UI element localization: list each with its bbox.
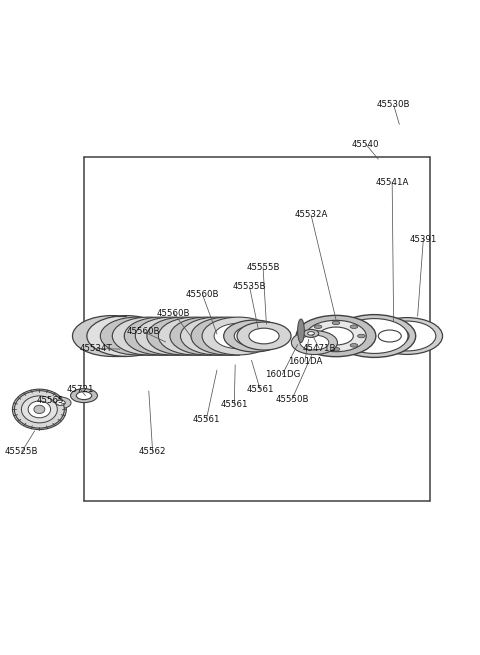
Text: 45560B: 45560B <box>126 327 160 336</box>
Ellipse shape <box>300 335 329 350</box>
Ellipse shape <box>350 325 358 329</box>
Ellipse shape <box>34 405 45 413</box>
Text: 45721: 45721 <box>67 385 95 394</box>
Ellipse shape <box>358 334 365 338</box>
Ellipse shape <box>192 324 241 348</box>
Text: 45530B: 45530B <box>377 100 410 109</box>
Ellipse shape <box>214 324 263 348</box>
Ellipse shape <box>378 330 401 342</box>
Text: 45550B: 45550B <box>275 395 309 404</box>
Ellipse shape <box>158 317 231 355</box>
Text: 45560B: 45560B <box>186 290 219 299</box>
Ellipse shape <box>180 317 253 355</box>
Text: 45562: 45562 <box>139 447 167 457</box>
Text: 45540: 45540 <box>352 140 380 149</box>
Ellipse shape <box>14 390 64 428</box>
Ellipse shape <box>147 324 196 348</box>
Ellipse shape <box>234 326 275 346</box>
Ellipse shape <box>124 317 197 355</box>
Ellipse shape <box>332 347 340 351</box>
Text: 45565: 45565 <box>36 396 64 405</box>
Text: 45471B: 45471B <box>302 344 336 353</box>
Ellipse shape <box>124 324 173 348</box>
Ellipse shape <box>71 388 97 403</box>
Ellipse shape <box>224 320 285 352</box>
Ellipse shape <box>135 317 208 355</box>
Ellipse shape <box>306 320 366 352</box>
Ellipse shape <box>372 318 443 354</box>
Text: 45535B: 45535B <box>233 282 266 291</box>
Ellipse shape <box>307 334 314 338</box>
Ellipse shape <box>159 324 208 348</box>
Ellipse shape <box>378 321 436 351</box>
Ellipse shape <box>319 327 353 345</box>
Ellipse shape <box>170 324 219 348</box>
Ellipse shape <box>112 317 185 355</box>
Text: 45561: 45561 <box>246 385 274 394</box>
Ellipse shape <box>100 317 173 355</box>
Ellipse shape <box>72 316 151 356</box>
Text: 45561: 45561 <box>220 400 248 409</box>
Text: 45541A: 45541A <box>375 178 409 187</box>
Ellipse shape <box>76 392 92 400</box>
Ellipse shape <box>182 324 231 348</box>
Ellipse shape <box>249 328 279 344</box>
Text: 45391: 45391 <box>409 234 437 244</box>
Ellipse shape <box>112 324 161 348</box>
Ellipse shape <box>237 322 291 350</box>
Ellipse shape <box>296 315 376 357</box>
Ellipse shape <box>87 316 166 356</box>
Text: 45525B: 45525B <box>5 447 38 457</box>
Ellipse shape <box>350 343 358 347</box>
Text: 45555B: 45555B <box>246 263 280 272</box>
Text: 45561: 45561 <box>192 415 220 424</box>
Ellipse shape <box>314 325 322 329</box>
Ellipse shape <box>50 397 71 409</box>
Ellipse shape <box>303 329 319 337</box>
Ellipse shape <box>191 317 264 355</box>
Text: 45534T: 45534T <box>80 344 112 353</box>
Text: 1601DG: 1601DG <box>264 370 300 379</box>
Ellipse shape <box>333 314 416 358</box>
Ellipse shape <box>22 396 57 423</box>
Ellipse shape <box>147 317 220 355</box>
Ellipse shape <box>12 389 66 430</box>
Ellipse shape <box>291 331 337 354</box>
Text: 45532A: 45532A <box>294 210 328 219</box>
Text: 45560B: 45560B <box>157 309 191 318</box>
Ellipse shape <box>136 324 185 348</box>
Text: 1601DA: 1601DA <box>288 357 322 366</box>
Ellipse shape <box>202 317 275 355</box>
Ellipse shape <box>314 343 322 347</box>
Ellipse shape <box>308 331 314 335</box>
Ellipse shape <box>298 319 304 343</box>
Ellipse shape <box>332 321 340 325</box>
Ellipse shape <box>341 318 408 354</box>
Ellipse shape <box>371 326 409 346</box>
Ellipse shape <box>56 400 65 405</box>
Ellipse shape <box>203 324 252 348</box>
Ellipse shape <box>170 317 243 355</box>
Ellipse shape <box>28 401 50 418</box>
